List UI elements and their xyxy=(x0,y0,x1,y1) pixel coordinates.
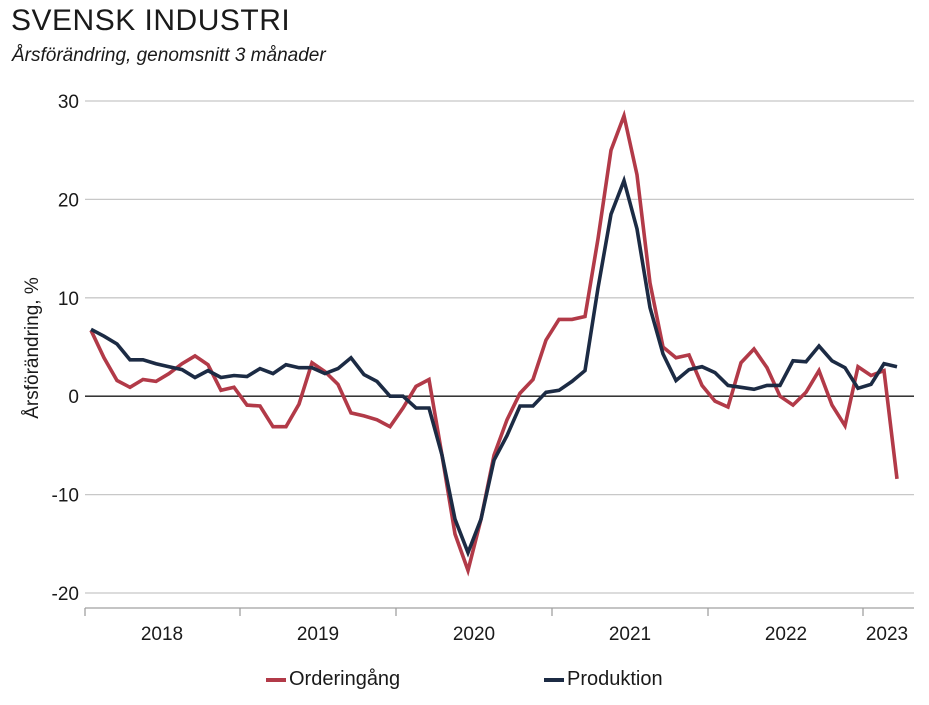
x-axis: 2018 2019 2020 2021 2022 2023 xyxy=(84,607,914,645)
legend-swatch-orderingang xyxy=(266,677,286,682)
legend-item-orderingang[interactable]: Orderingång xyxy=(266,668,400,691)
legend-label-orderingang: Orderingång xyxy=(289,668,401,690)
legend-item-produktion[interactable]: Produktion xyxy=(544,668,663,691)
legend: Orderingång Produktion xyxy=(0,668,929,698)
y-tick-label: -10 xyxy=(52,486,79,507)
y-tick-label: 20 xyxy=(58,190,79,211)
y-tick-label: 10 xyxy=(58,289,79,310)
gridlines xyxy=(85,100,914,594)
series-line-produktion xyxy=(90,174,898,558)
y-tick-label: 0 xyxy=(68,387,79,408)
legend-label-produktion: Produktion xyxy=(567,668,663,690)
y-tick-label: 30 xyxy=(58,92,79,113)
x-tick-label: 2021 xyxy=(609,624,651,645)
legend-swatch-produktion xyxy=(544,677,564,682)
series-line-orderingang xyxy=(89,109,899,577)
chart-title: SVENSK INDUSTRI xyxy=(11,4,291,37)
series-lines xyxy=(89,109,899,577)
x-tick-label: 2019 xyxy=(297,624,339,645)
y-axis-ticks: 30 20 10 0 -10 -20 xyxy=(52,92,79,605)
y-tick-label: -20 xyxy=(52,584,79,605)
x-tick-label: 2023 xyxy=(866,624,908,645)
chart-subtitle: Årsförändring, genomsnitt 3 månader xyxy=(12,45,326,66)
y-axis-title: Årsförändring, % xyxy=(22,277,43,419)
x-tick-label: 2022 xyxy=(765,624,807,645)
x-tick-label: 2020 xyxy=(453,624,495,645)
x-tick-label: 2018 xyxy=(141,624,183,645)
